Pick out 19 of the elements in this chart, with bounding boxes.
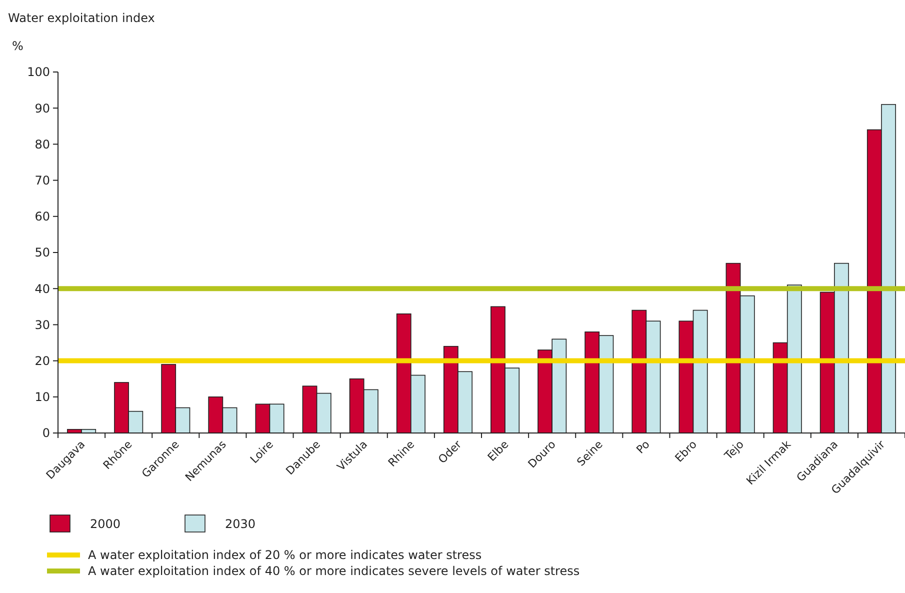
y-tick-label: 90 — [34, 101, 50, 116]
legend-label: 2000 — [90, 517, 121, 531]
y-tick-label: 60 — [34, 210, 50, 224]
y-tick-label: 10 — [34, 390, 50, 404]
legend-label: A water exploitation index of 40 % or more indicates severe levels of water stress — [88, 564, 580, 578]
y-tick-label: 0 — [42, 426, 50, 440]
x-tick-label: Po — [634, 438, 652, 456]
y-tick-label: 70 — [34, 174, 50, 188]
x-tick-label: Tejo — [721, 438, 747, 463]
y-tick-label: 80 — [34, 137, 50, 152]
chart-title: Water exploitation index — [8, 11, 155, 25]
legend-label: 2030 — [225, 517, 256, 531]
y-tick-label: 40 — [34, 282, 50, 296]
y-tick-label: 100 — [27, 65, 50, 80]
y-tick-label: 50 — [34, 246, 50, 260]
legend-label: A water exploitation index of 20 % or more indicates water stress — [88, 548, 482, 562]
y-tick-label: 30 — [34, 318, 50, 332]
y-axis-title: % — [12, 39, 24, 53]
y-tick-label: 20 — [34, 354, 50, 368]
